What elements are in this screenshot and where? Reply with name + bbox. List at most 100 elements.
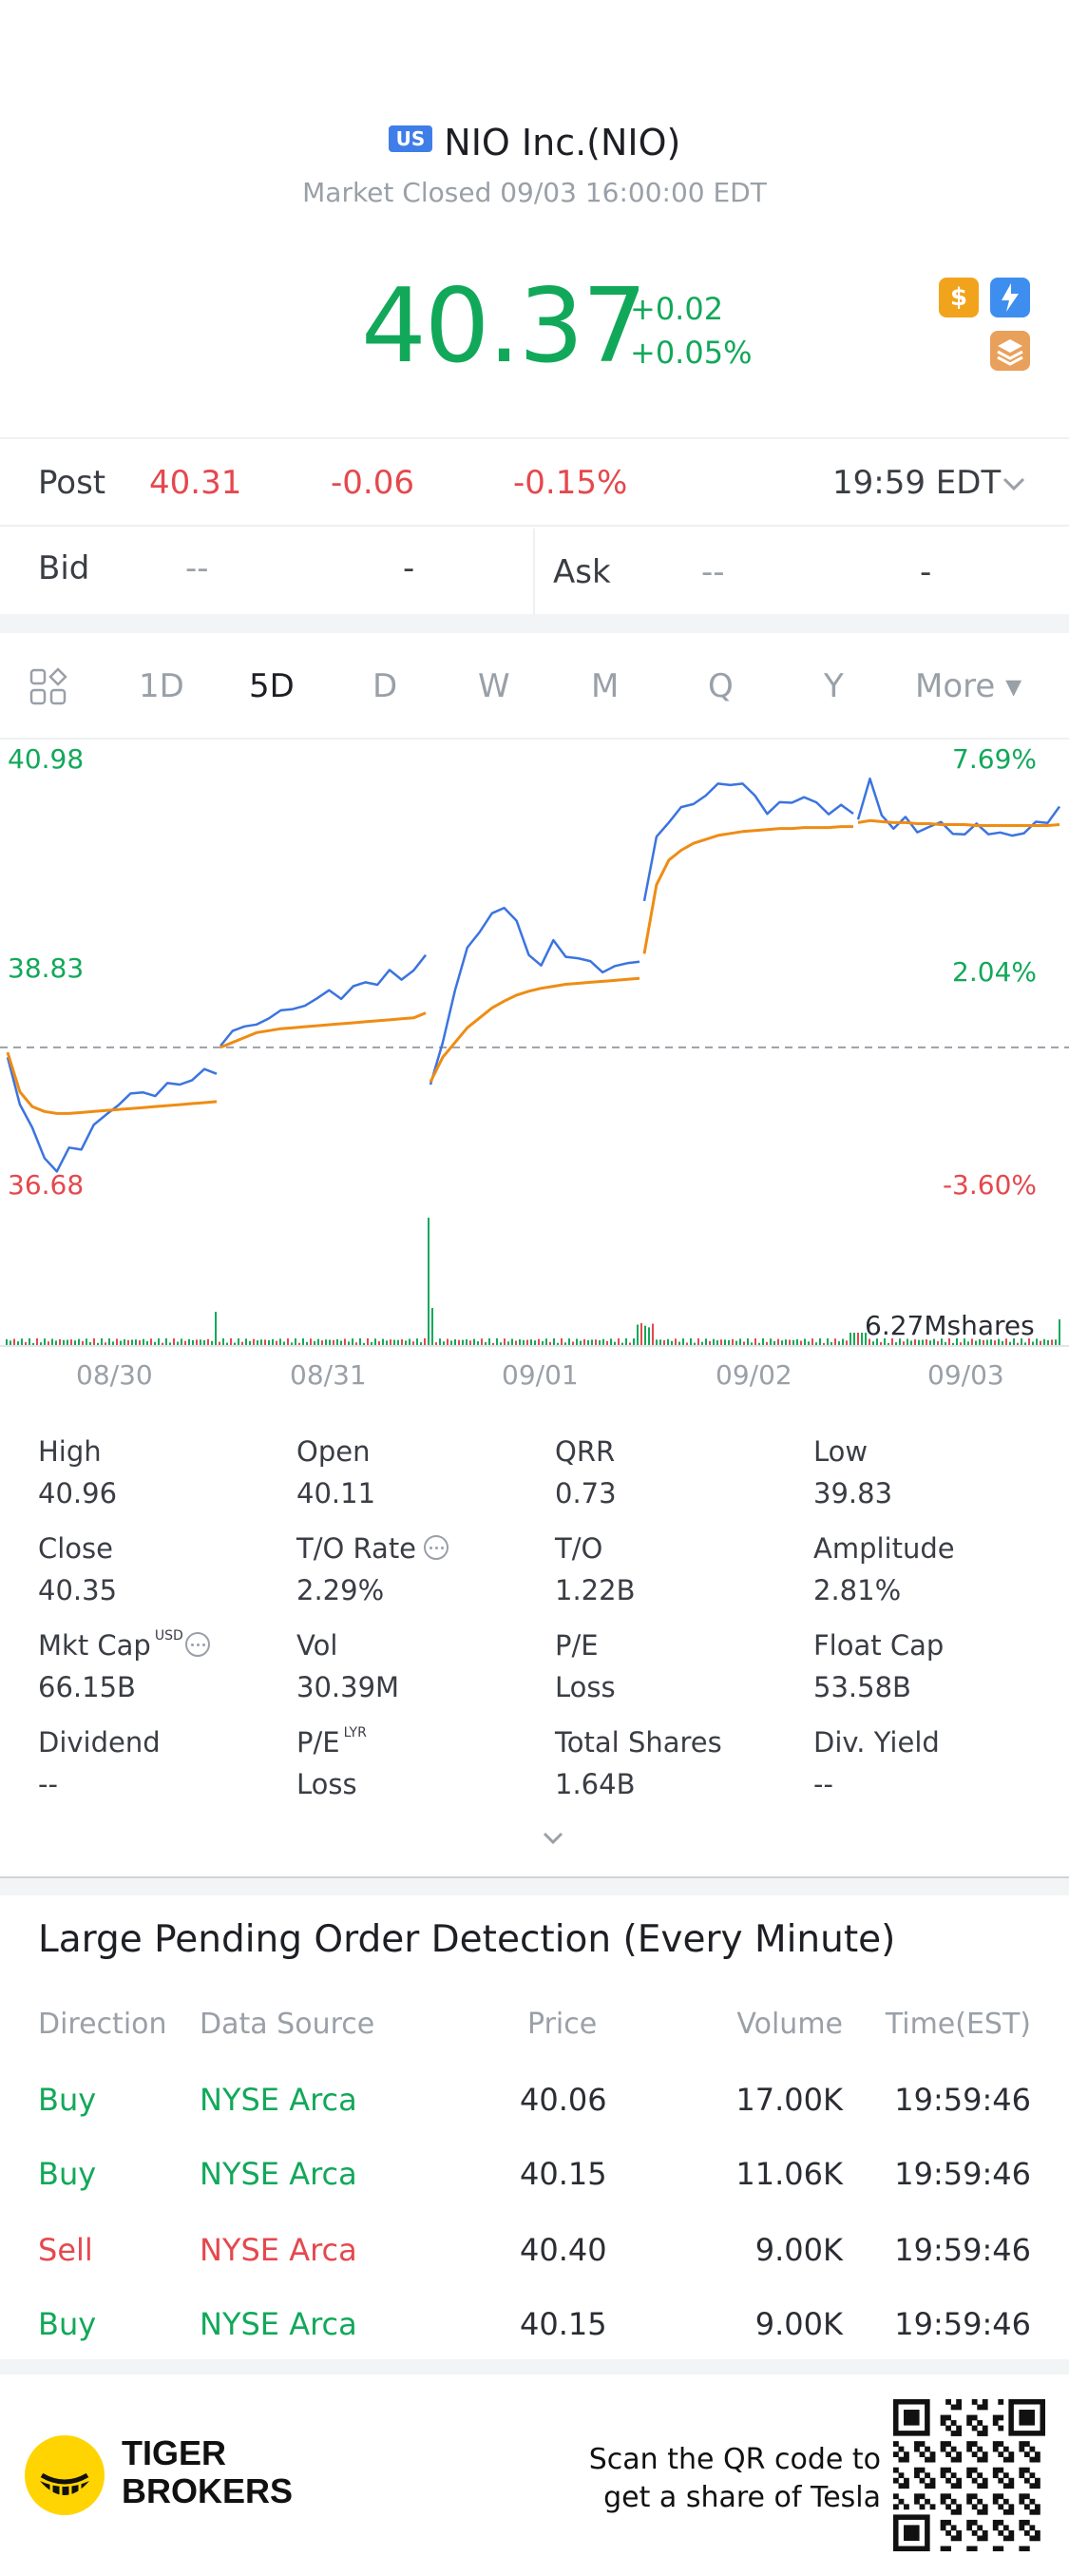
chevron-down-icon[interactable]	[1000, 470, 1028, 498]
grid-icon[interactable]	[29, 667, 68, 707]
volume-bar	[101, 1338, 103, 1346]
volume-bar	[975, 1340, 977, 1346]
volume-bar	[371, 1341, 372, 1346]
volume-bar	[682, 1338, 684, 1346]
volume-bar	[154, 1341, 156, 1346]
promo-text: get a share of Tesla	[603, 2481, 881, 2514]
volume-bar	[515, 1340, 517, 1346]
volume-bar	[945, 1341, 946, 1346]
stat-value: --	[38, 1768, 58, 1800]
volume-bar	[956, 1338, 958, 1346]
volume-bar	[907, 1338, 908, 1346]
section-gap	[0, 2359, 1069, 2374]
volume-bar	[602, 1338, 604, 1346]
chevron-down-icon[interactable]	[540, 1825, 566, 1852]
market-status: Market Closed 09/03 16:00:00 EDT	[302, 177, 767, 208]
volume-bar	[386, 1340, 388, 1346]
volume-bar	[48, 1341, 49, 1346]
tab-1d[interactable]: 1D	[139, 667, 184, 705]
stat-label: Total Shares	[555, 1726, 722, 1759]
volume-bar	[667, 1338, 669, 1346]
volume-bar	[964, 1338, 965, 1346]
volume-bar	[618, 1338, 620, 1346]
volume-bar	[302, 1338, 304, 1346]
volume-bar	[234, 1342, 236, 1346]
volume-bar	[32, 1342, 34, 1346]
volume-bar	[321, 1340, 323, 1346]
volume-bar	[549, 1341, 551, 1346]
volume-bar	[606, 1340, 608, 1346]
volume-bar	[222, 1338, 224, 1346]
volume-bar	[724, 1339, 726, 1346]
volume-bar	[291, 1342, 293, 1346]
section-title: Large Pending Order Detection (Every Min…	[38, 1918, 896, 1961]
qr-code-icon[interactable]	[893, 2399, 1045, 2551]
volume-bar	[348, 1341, 350, 1346]
volume-bar	[287, 1338, 289, 1346]
price-chart[interactable]: 40.98 38.83 36.68 7.69% 2.04% -3.60% 6.2…	[0, 738, 1069, 1403]
tab-y[interactable]: Y	[824, 667, 844, 705]
stat-label: Close	[38, 1532, 113, 1565]
order-direction: Buy	[38, 2082, 97, 2118]
x-tick: 09/02	[716, 1359, 792, 1391]
stat-label: Dividend	[38, 1726, 161, 1759]
order-direction: Buy	[38, 2306, 97, 2342]
tab-more[interactable]: More ▾	[915, 667, 1022, 705]
tab-d[interactable]: D	[372, 667, 398, 705]
stat-to: T/O 1.22B	[555, 1532, 811, 1606]
volume-bar	[960, 1342, 962, 1346]
volume-bar	[29, 1338, 30, 1346]
volume-bar	[530, 1339, 532, 1346]
tab-5d[interactable]: 5D	[249, 667, 295, 705]
divider	[0, 738, 1069, 740]
stock-title: NIO Inc.(NIO)	[444, 122, 681, 163]
volume-bar	[971, 1338, 973, 1346]
y-left-tick: 36.68	[8, 1169, 85, 1201]
volume-bar	[648, 1327, 650, 1346]
volume-bar	[568, 1338, 570, 1346]
volume-bar	[709, 1340, 711, 1346]
volume-bar	[595, 1339, 597, 1346]
stat-value: 53.58B	[813, 1671, 911, 1703]
avg-line-day-4	[642, 825, 853, 954]
volume-bar	[659, 1339, 661, 1346]
stat-value: 2.81%	[813, 1574, 902, 1606]
stat-mkt-cap: Mkt Cap USD 66.15B	[38, 1628, 295, 1703]
volume-bar	[1047, 1339, 1049, 1346]
volume-bar	[67, 1339, 68, 1346]
stat-open: Open 40.11	[296, 1435, 553, 1509]
divider	[0, 525, 1069, 527]
volume-bar	[888, 1342, 889, 1346]
dollar-icon[interactable]: $	[939, 278, 979, 317]
volume-bar	[93, 1338, 95, 1346]
volume-bar	[891, 1338, 893, 1346]
volume-bar	[1032, 1341, 1034, 1346]
volume-bar	[1059, 1319, 1060, 1346]
volume-bar	[823, 1342, 825, 1346]
promo-footer[interactable]: TIGER BROKERS Scan the QR code to get a …	[0, 2374, 1069, 2576]
post-time[interactable]: 19:59 EDT	[832, 464, 1002, 502]
last-price: 40.37	[361, 267, 647, 386]
order-price: 40.06	[520, 2082, 607, 2118]
stat-label: Amplitude	[813, 1532, 955, 1565]
volume-bar	[447, 1338, 449, 1346]
info-icon[interactable]	[184, 1632, 210, 1657]
info-icon[interactable]	[424, 1535, 449, 1560]
volume-bar	[74, 1340, 76, 1346]
tab-q[interactable]: Q	[708, 667, 734, 705]
avg-line-day-2	[220, 1011, 427, 1049]
volume-bar	[120, 1340, 122, 1346]
volume-bar	[352, 1338, 353, 1346]
volume-bar	[428, 1218, 430, 1346]
stat-value: 66.15B	[38, 1671, 136, 1703]
volume-bar	[869, 1338, 870, 1346]
volume-bar	[933, 1338, 935, 1346]
layers-icon[interactable]	[990, 331, 1030, 371]
tab-w[interactable]: W	[478, 667, 510, 705]
volume-bar	[295, 1338, 296, 1346]
flash-icon[interactable]	[990, 278, 1030, 317]
volume-bar	[1055, 1339, 1057, 1346]
tab-m[interactable]: M	[591, 667, 620, 705]
order-price: 40.40	[520, 2232, 607, 2268]
volume-bar	[838, 1341, 840, 1346]
